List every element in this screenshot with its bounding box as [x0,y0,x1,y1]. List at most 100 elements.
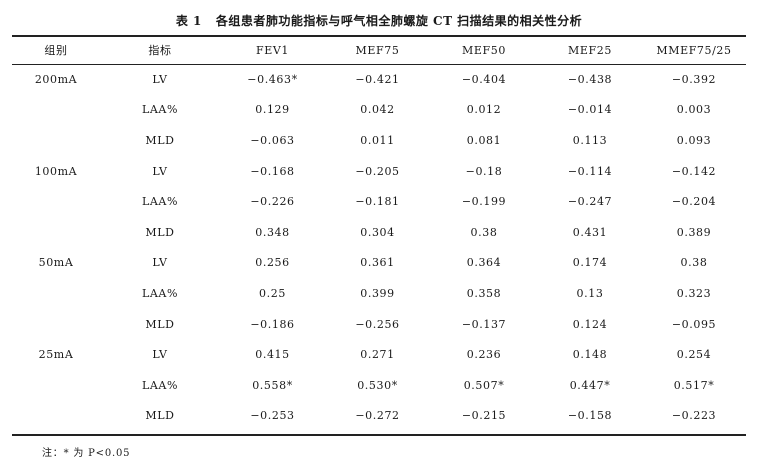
value-cell: 0.129 [255,103,290,117]
group-cell [12,186,100,217]
value-cell: −0.114 [567,164,613,178]
value-cell: −0.392 [671,72,717,86]
value-cell: −0.226 [250,195,295,209]
value-cell: −0.272 [355,409,400,423]
group-cell [12,125,100,156]
value-cell: 0.361 [360,256,395,270]
indicator-cell: LAA% [141,378,179,392]
value-cell: −0.223 [671,409,717,423]
value-cell: −0.404 [461,72,507,86]
group-cell [12,278,100,309]
value-cell: −0.186 [250,317,295,331]
value-cell: −0.199 [461,195,507,209]
column-header-mef75: MEF75 [355,43,400,57]
group-cell [12,95,100,126]
value-cell: 0.13 [576,286,604,300]
value-cell: 0.254 [676,348,712,362]
value-cell: 0.517* [673,378,715,392]
table-caption: 表 1 各组患者肺功能指标与呼气相全肺螺旋 CT 扫描结果的相关性分析 [0,12,758,29]
value-cell: 0.358 [466,286,502,300]
value-cell: 0.011 [360,133,395,147]
value-cell: 0.25 [259,286,286,300]
group-cell [12,309,100,340]
value-cell: −0.158 [567,409,613,423]
table-row: LAA% −0.226 −0.181 −0.199 −0.247 −0.204 [12,186,746,217]
value-cell: 0.256 [255,256,290,270]
indicator-cell: LAA% [141,103,179,117]
group-cell: 200mA [34,72,78,86]
value-cell: −0.014 [567,103,613,117]
group-cell: 25mA [38,348,74,362]
value-cell: 0.271 [360,348,395,362]
value-cell: 0.012 [466,103,502,117]
value-cell: 0.431 [572,225,608,239]
column-header-group: 组别 [44,44,68,57]
table-row: 100mA LV −0.168 −0.205 −0.18 −0.114 −0.142 [12,156,746,187]
table-number: 表 1 [175,14,202,28]
table-header: 组别 指标 FEV1 MEF75 MEF50 MEF25 MMEF75/25 [12,36,746,64]
value-cell: 0.003 [676,103,712,117]
value-cell: −0.253 [250,409,295,423]
indicator-cell: LAA% [141,195,179,209]
value-cell: −0.256 [355,317,400,331]
indicator-cell: MLD [145,409,175,423]
table-row: 50mA LV 0.256 0.361 0.364 0.174 0.38 [12,248,746,279]
column-header-mmef: MMEF75/25 [656,43,732,57]
column-header-fev1: FEV1 [255,43,289,57]
table-row: LAA% 0.25 0.399 0.358 0.13 0.323 [12,278,746,309]
value-cell: −0.438 [567,72,613,86]
table-row: MLD −0.186 −0.256 −0.137 0.124 −0.095 [12,309,746,340]
value-cell: −0.063 [250,133,295,147]
value-cell: 0.558* [252,378,293,392]
indicator-cell: LV [152,348,168,362]
column-header-indicator: 指标 [148,44,172,57]
value-cell: −0.18 [465,164,503,178]
group-cell: 50mA [38,256,74,270]
value-cell: 0.38 [470,225,498,239]
group-cell [12,401,100,432]
table-row: MLD −0.063 0.011 0.081 0.113 0.093 [12,125,746,156]
table-row: MLD −0.253 −0.272 −0.215 −0.158 −0.223 [12,401,746,432]
value-cell: −0.205 [355,164,400,178]
group-cell [12,370,100,401]
value-cell: −0.181 [355,195,400,209]
indicator-cell: MLD [145,317,175,331]
value-cell: −0.142 [671,164,717,178]
table-title: 各组患者肺功能指标与呼气相全肺螺旋 CT 扫描结果的相关性分析 [215,14,583,28]
table-body: 200mA LV −0.463* −0.421 −0.404 −0.438 −0.392 LA… [12,64,746,431]
correlation-table: 组别 指标 FEV1 MEF75 MEF50 MEF25 MMEF75/25 2… [12,36,746,431]
value-cell: 0.323 [676,286,712,300]
header-rule [12,64,746,65]
value-cell: −0.137 [461,317,507,331]
value-cell: 0.447* [569,378,611,392]
value-cell: 0.174 [572,256,608,270]
value-cell: 0.507* [463,378,505,392]
value-cell: 0.113 [572,133,608,147]
indicator-cell: MLD [145,133,175,147]
indicator-cell: LAA% [141,286,179,300]
indicator-cell: LV [152,164,168,178]
value-cell: 0.236 [466,348,502,362]
value-cell: −0.168 [250,164,295,178]
indicator-cell: LV [152,256,168,270]
value-cell: 0.148 [572,348,608,362]
value-cell: −0.247 [567,195,613,209]
footnote: 注：* 为 P<0.05 [42,448,131,459]
table-row: 200mA LV −0.463* −0.421 −0.404 −0.438 −0.392 [12,64,746,95]
value-cell: −0.463* [247,72,298,86]
table-row: MLD 0.348 0.304 0.38 0.431 0.389 [12,217,746,248]
value-cell: −0.095 [671,317,717,331]
value-cell: −0.204 [671,195,717,209]
value-cell: 0.093 [676,133,712,147]
group-cell: 100mA [34,164,78,178]
indicator-cell: LV [152,72,168,86]
value-cell: 0.399 [360,286,395,300]
top-rule [12,35,746,37]
value-cell: 0.415 [255,348,290,362]
group-cell [12,217,100,248]
table-row: LAA% 0.558* 0.530* 0.507* 0.447* 0.517* [12,370,746,401]
column-header-mef25: MEF25 [568,43,612,57]
value-cell: 0.348 [255,225,290,239]
table-row: 25mA LV 0.415 0.271 0.236 0.148 0.254 [12,339,746,370]
value-cell: 0.304 [360,225,395,239]
